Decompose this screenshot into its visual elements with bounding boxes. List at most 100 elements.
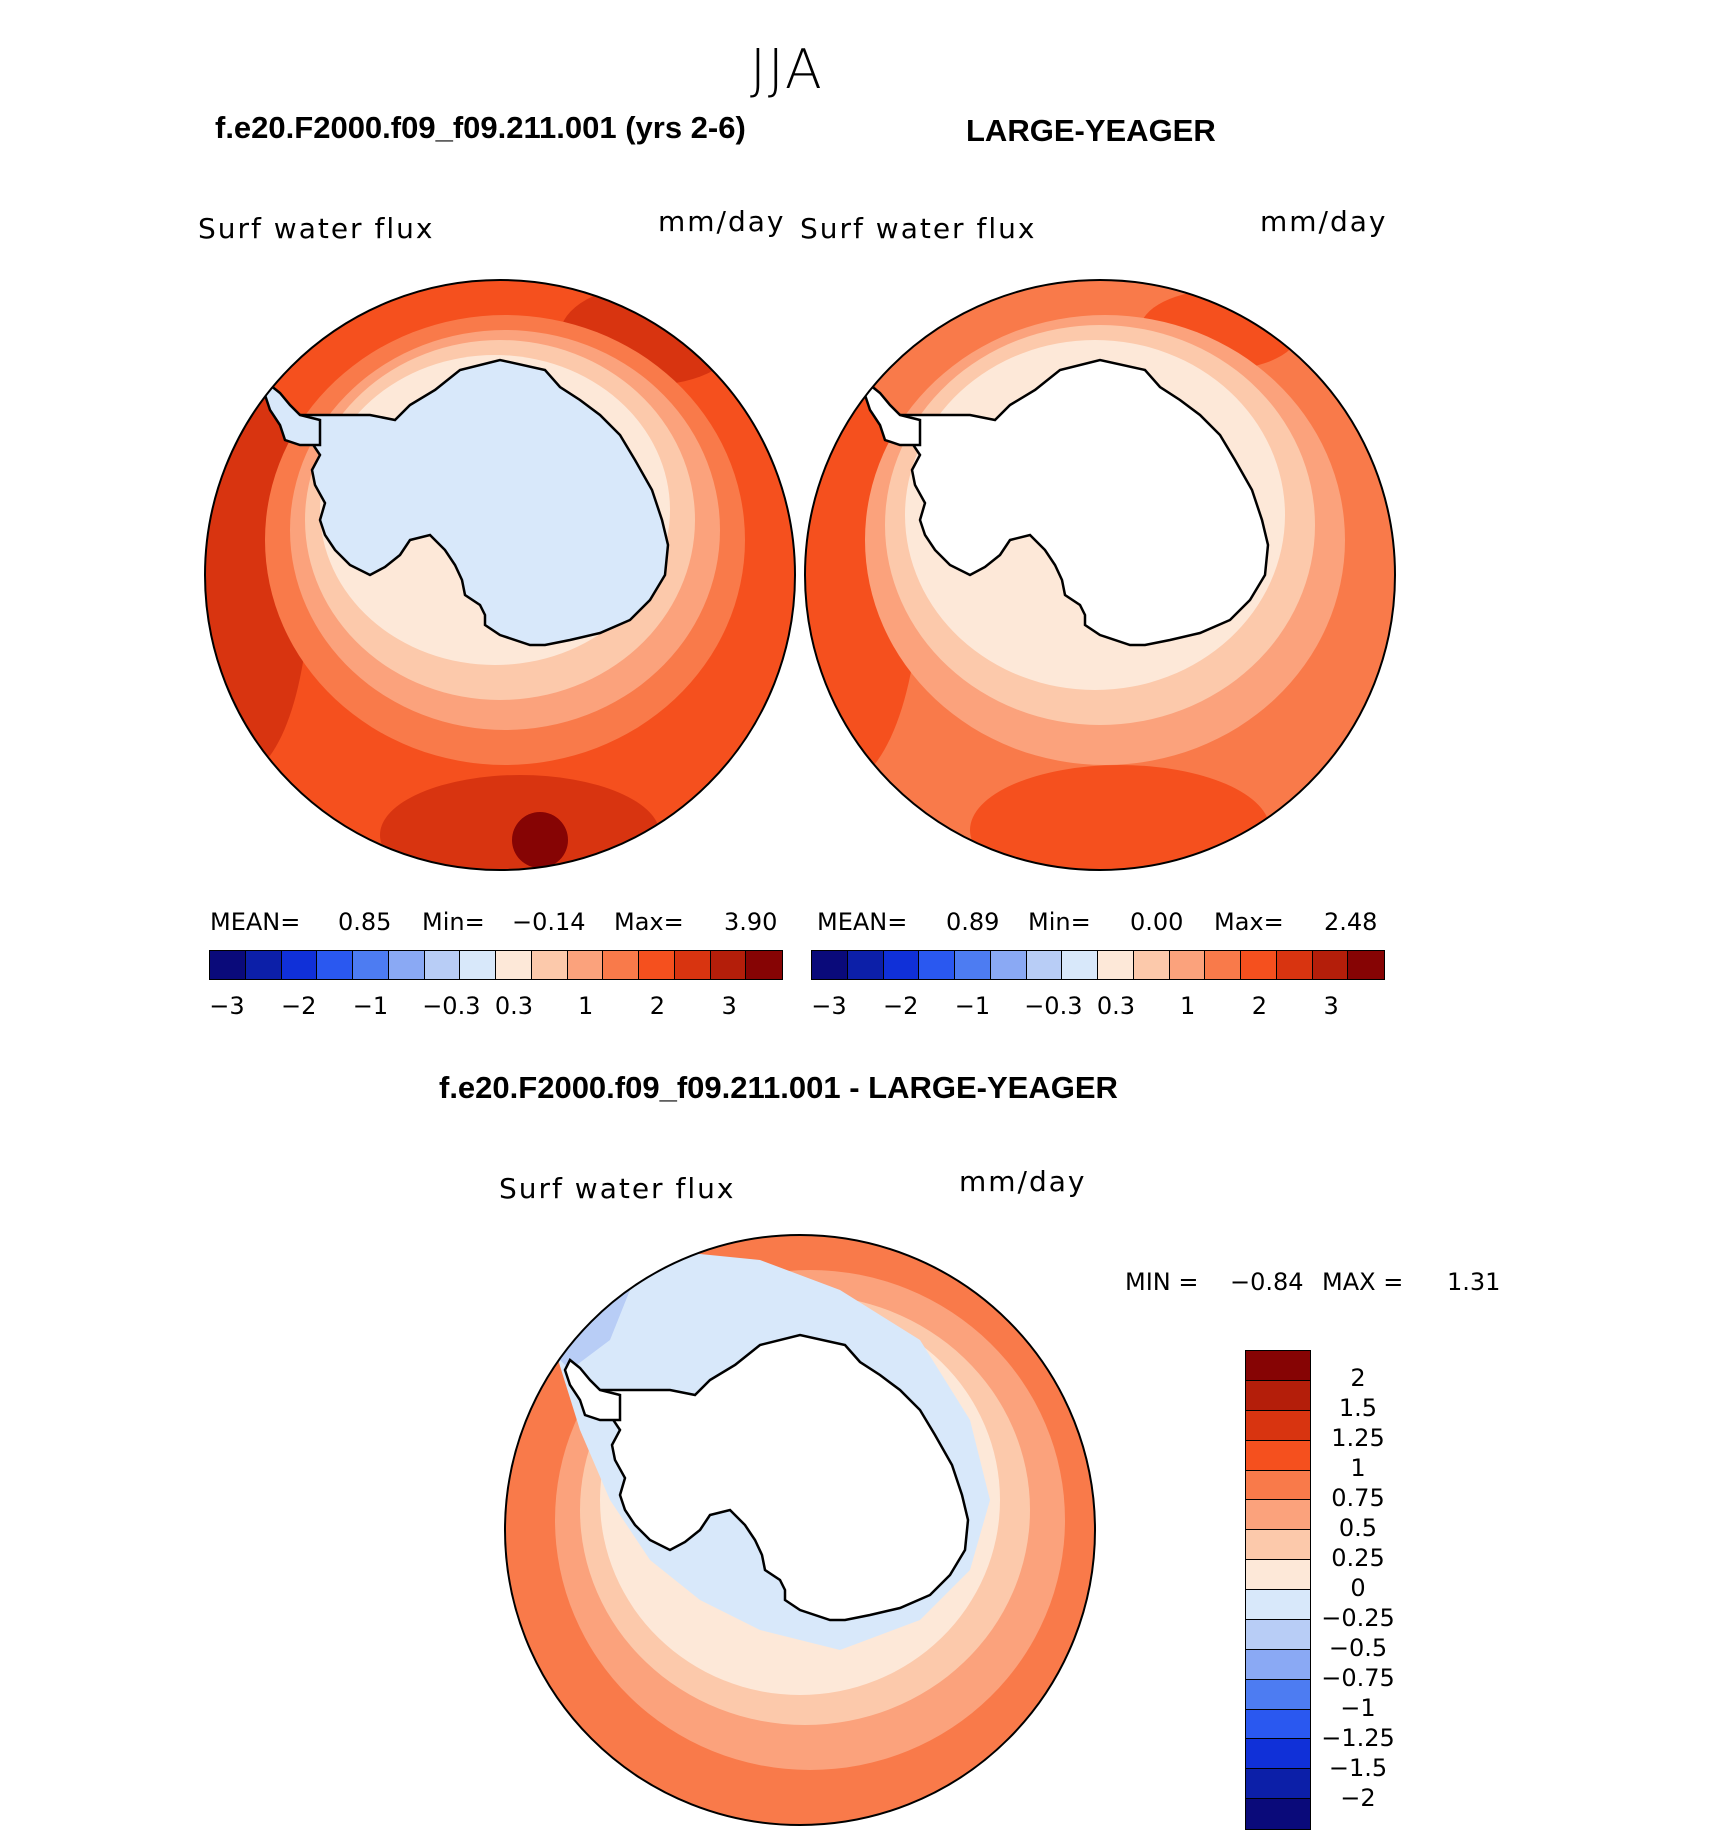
diff-polar-map <box>504 1234 1096 1826</box>
right-panel-title: LARGE-YEAGER <box>966 113 1216 148</box>
colorbar-tick-label: 0.3 <box>1096 992 1136 1020</box>
colorbar-swatch <box>1062 951 1098 979</box>
colorbar-swatch <box>812 951 848 979</box>
diff-peninsula <box>563 1358 622 1422</box>
colorbar-tick-label: −1 <box>954 992 991 1020</box>
right-variable-label: Surf water flux <box>800 212 1037 245</box>
colorbar-swatch <box>674 951 711 979</box>
colorbar-swatch <box>1276 951 1313 979</box>
colorbar-swatch <box>710 951 747 979</box>
colorbar-swatch <box>281 951 318 979</box>
colorbar-tick-label: 1 <box>578 992 594 1020</box>
colorbar-tick-label: −3 <box>209 992 245 1020</box>
left-units-label: mm/day <box>658 205 786 238</box>
colorbar-tick-label: −2 <box>882 992 919 1020</box>
colorbar-tick-label: 2 <box>1251 992 1268 1020</box>
colorbar-tick-label: 0.5 <box>1338 1514 1378 1542</box>
colorbar-swatch <box>1246 1530 1310 1561</box>
left-mean-value: 0.85 <box>338 908 392 936</box>
colorbar-swatch <box>1133 951 1170 979</box>
left-max-value: 3.90 <box>724 908 778 936</box>
colorbar-tick-label: −2 <box>1340 1784 1376 1812</box>
left-polar-map <box>204 279 796 871</box>
colorbar-swatch <box>317 951 353 979</box>
colorbar-tick-label: 0.3 <box>494 992 534 1020</box>
colorbar-swatch <box>353 951 389 979</box>
colorbar-swatch <box>1246 1351 1310 1381</box>
colorbar-tick-label: 1 <box>1350 1454 1366 1482</box>
colorbar-swatch <box>567 951 604 979</box>
colorbar-tick-label: 1.5 <box>1338 1394 1378 1422</box>
diff-max-value: 1.31 <box>1447 1268 1501 1296</box>
colorbar-swatch <box>1246 1380 1310 1411</box>
colorbar-swatch <box>245 951 282 979</box>
colorbar-tick-label: 1 <box>1180 992 1196 1020</box>
colorbar-swatch <box>1026 951 1063 979</box>
colorbar-swatch <box>1246 1649 1310 1680</box>
right-max-value: 2.48 <box>1324 908 1378 936</box>
colorbar-tick-label: −0.25 <box>1321 1604 1395 1632</box>
right-mean-label: MEAN= <box>817 908 908 936</box>
colorbar-swatch <box>388 951 425 979</box>
right-polar-map <box>804 279 1396 871</box>
colorbar-tick-label: 0 <box>1350 1574 1366 1602</box>
colorbar-tick-label: 2 <box>1350 1364 1366 1392</box>
colorbar-swatch <box>210 951 246 979</box>
colorbar-swatch <box>919 951 955 979</box>
colorbar-tick-label: −1 <box>352 992 389 1020</box>
colorbar-swatch <box>1246 1709 1310 1740</box>
right-min-value: 0.00 <box>1130 908 1184 936</box>
colorbar-swatch <box>1246 1590 1310 1620</box>
colorbar-swatch <box>1348 951 1384 979</box>
diff-max-label: MAX = <box>1322 1268 1404 1296</box>
colorbar-swatch <box>1246 1799 1310 1829</box>
colorbar-tick-label: −0.75 <box>1321 1664 1395 1692</box>
colorbar-tick-label: 0.25 <box>1331 1544 1385 1572</box>
left-min-label: Min= <box>422 908 485 936</box>
left-panel-title: f.e20.F2000.f09_f09.211.001 (yrs 2-6) <box>215 110 746 145</box>
colorbar-tick-label: −1 <box>1340 1694 1376 1722</box>
colorbar-swatch <box>1246 1739 1310 1770</box>
right-mean-value: 0.89 <box>946 908 1000 936</box>
right-min-label: Min= <box>1028 908 1091 936</box>
colorbar-swatch <box>883 951 920 979</box>
diff-variable-label: Surf water flux <box>499 1172 736 1205</box>
colorbar-swatch <box>1246 1410 1310 1441</box>
colorbar-tick-label: 2 <box>649 992 666 1020</box>
diff-min-value: −0.84 <box>1230 1268 1304 1296</box>
right-colorbar <box>811 950 1385 980</box>
colorbar-swatch <box>496 951 532 979</box>
left-colorbar <box>209 950 783 980</box>
colorbar-swatch <box>603 951 639 979</box>
left-max-label: Max= <box>614 908 684 936</box>
colorbar-swatch <box>847 951 884 979</box>
colorbar-tick-label: 1.25 <box>1331 1424 1385 1452</box>
diff-colorbar <box>1245 1350 1311 1830</box>
colorbar-swatch <box>460 951 496 979</box>
colorbar-tick-label: 3 <box>1323 992 1339 1020</box>
colorbar-swatch <box>639 951 675 979</box>
right-max-label: Max= <box>1214 908 1284 936</box>
colorbar-swatch <box>1098 951 1134 979</box>
colorbar-swatch <box>1246 1679 1310 1710</box>
left-ocean-strong-west <box>205 375 310 775</box>
colorbar-swatch <box>1205 951 1241 979</box>
colorbar-tick-label: −0.3 <box>422 992 481 1020</box>
colorbar-swatch <box>1246 1619 1310 1650</box>
diff-units-label: mm/day <box>959 1165 1087 1198</box>
colorbar-tick-label: −1.5 <box>1328 1754 1388 1782</box>
colorbar-tick-label: −3 <box>811 992 847 1020</box>
colorbar-tick-label: 3 <box>721 992 737 1020</box>
colorbar-swatch <box>1246 1769 1310 1800</box>
left-min-value: −0.14 <box>512 908 586 936</box>
diff-min-label: MIN = <box>1125 1268 1199 1296</box>
colorbar-tick-label: 0.75 <box>1331 1484 1385 1512</box>
colorbar-swatch <box>955 951 991 979</box>
season-title: JJA <box>750 38 824 101</box>
colorbar-swatch <box>1241 951 1277 979</box>
colorbar-swatch <box>746 951 782 979</box>
colorbar-swatch <box>1246 1500 1310 1531</box>
colorbar-swatch <box>1246 1560 1310 1590</box>
colorbar-swatch <box>1246 1440 1310 1471</box>
diff-panel-title: f.e20.F2000.f09_f09.211.001 - LARGE-YEAG… <box>439 1070 1118 1105</box>
